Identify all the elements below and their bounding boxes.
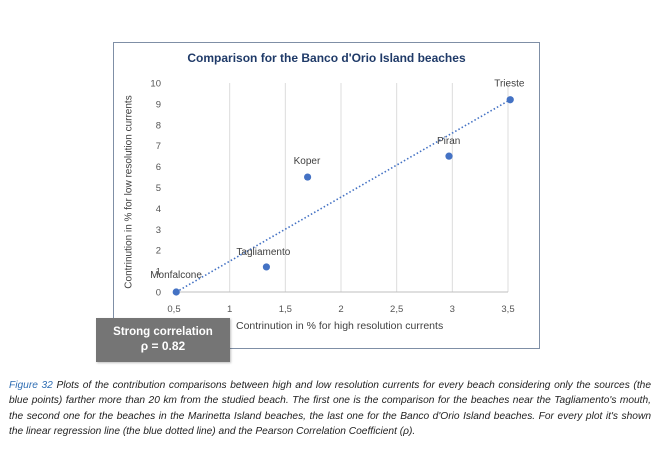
caption-text: Plots of the contribution comparisons be… xyxy=(9,380,651,437)
x-tick-label: 3 xyxy=(450,304,455,315)
x-tick-label: 1,5 xyxy=(279,304,292,315)
point-label: Piran xyxy=(437,136,460,147)
correlation-strength: Strong correlation xyxy=(113,326,213,338)
y-tick-label: 8 xyxy=(156,120,161,131)
y-tick-label: 7 xyxy=(156,141,161,152)
y-axis-label: Contrinution in % for low resolution cur… xyxy=(123,95,135,289)
data-point xyxy=(262,263,271,271)
figure-caption: Figure 32 Plots of the contribution comp… xyxy=(9,378,651,439)
chart-title: Comparison for the Banco d'Orio Island b… xyxy=(187,51,466,65)
grid-lines xyxy=(229,83,509,292)
point-label: Tagliamento xyxy=(236,247,290,258)
point-label: Koper xyxy=(294,156,321,167)
y-tick-label: 2 xyxy=(156,246,161,257)
point-labels: Monfalcone Tagliamento Koper Piran Trieste xyxy=(150,79,525,281)
caption-figure-number: Figure 32 xyxy=(9,380,53,391)
y-tick-label: 1 xyxy=(156,267,161,278)
correlation-coefficient: ρ = 0.82 xyxy=(140,339,186,353)
data-point xyxy=(304,173,312,181)
tick-labels: 0,5 1 1,5 2 2,5 3 3,5 0 1 2 3 4 5 6 7 8 9 10 xyxy=(150,79,514,316)
x-tick-label: 3,5 xyxy=(501,304,514,315)
data-points xyxy=(172,96,514,296)
x-tick-label: 0,5 xyxy=(167,304,180,315)
data-point xyxy=(506,96,514,104)
chart-frame xyxy=(113,42,540,349)
x-axis-label: Contrinution in % for high resolution cu… xyxy=(236,320,444,332)
x-tick-label: 2 xyxy=(338,304,343,315)
correlation-badge: Strong correlation ρ = 0.82 xyxy=(96,318,230,362)
y-tick-label: 9 xyxy=(156,99,161,110)
y-tick-label: 5 xyxy=(156,183,161,194)
regression-line xyxy=(175,99,511,293)
trendline xyxy=(175,99,511,293)
x-tick-label: 2,5 xyxy=(390,304,403,315)
y-tick-label: 0 xyxy=(156,288,161,299)
y-tick-label: 3 xyxy=(156,225,161,236)
point-label: Trieste xyxy=(494,79,525,90)
data-point xyxy=(172,288,180,296)
data-point xyxy=(445,152,453,160)
point-label: Monfalcone xyxy=(150,270,202,281)
y-tick-label: 6 xyxy=(156,162,161,173)
y-tick-label: 4 xyxy=(156,204,161,215)
x-tick-label: 1 xyxy=(227,304,232,315)
y-tick-label: 10 xyxy=(150,79,161,90)
